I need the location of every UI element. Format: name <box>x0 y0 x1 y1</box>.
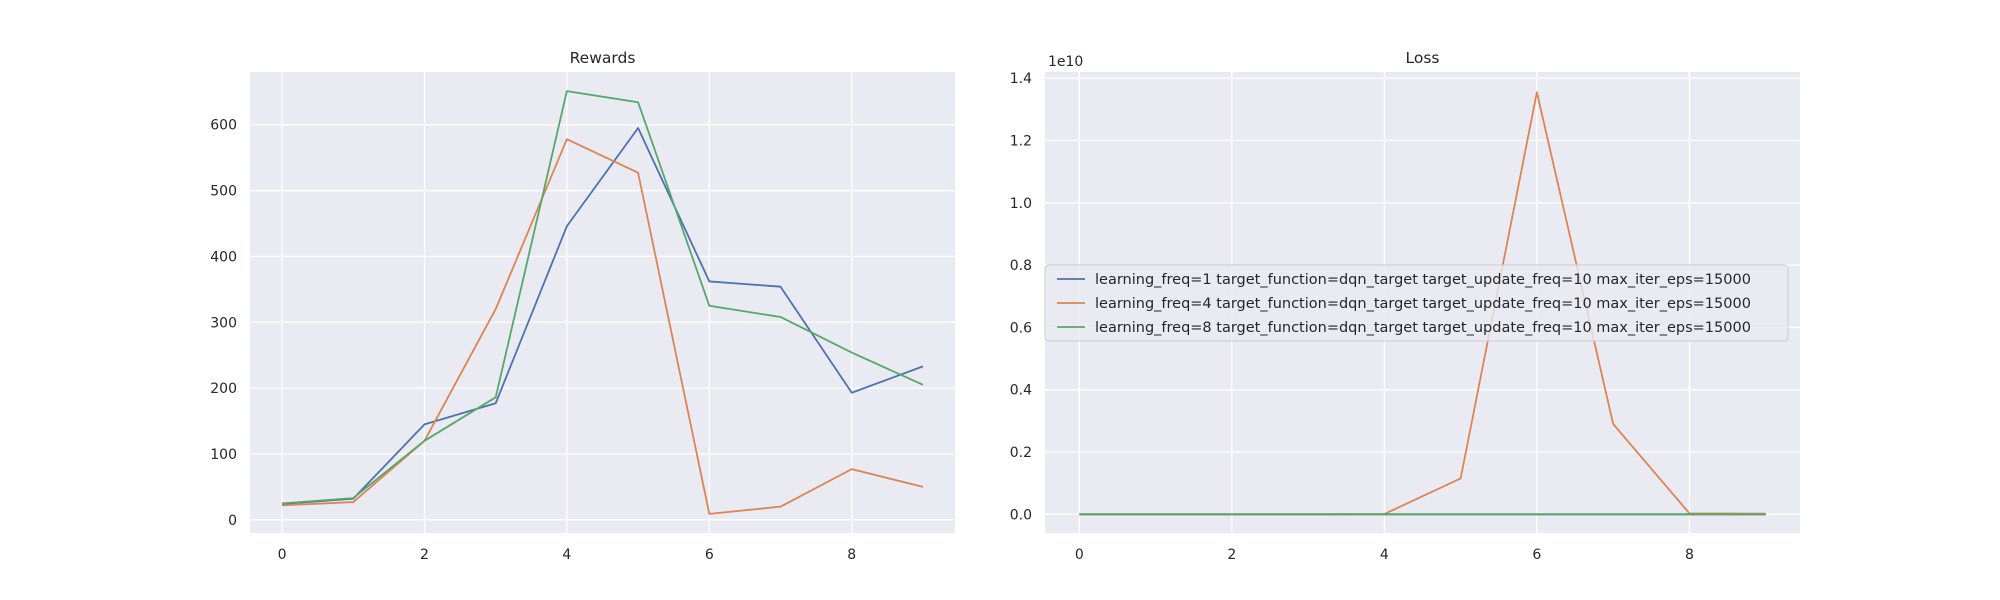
y-tick-label: 500 <box>210 184 237 200</box>
legend-label-3: learning_freq=8 target_function=dqn_targ… <box>1095 320 1751 336</box>
chart-1: 0 2 4 6 8 0.0 0.2 0.4 0.6 0.8 1.0 1.2 1.4 Loss 1e10 lea… <box>1010 49 1800 563</box>
y-tick-label: 1.0 <box>1010 196 1032 212</box>
plot-area <box>250 72 955 533</box>
y-tick-label: 1.2 <box>1010 134 1032 150</box>
series-line-1 <box>281 127 924 505</box>
y-tick-label: 400 <box>210 249 237 265</box>
legend-label-2: learning_freq=4 target_function=dqn_targ… <box>1095 296 1751 312</box>
y-axis-offset-label: 1e10 <box>1048 54 1083 70</box>
chart-title: Rewards <box>570 49 636 67</box>
y-tick-label: 0.4 <box>1010 383 1032 399</box>
series-line-2 <box>282 138 924 515</box>
x-tick-label: 6 <box>1532 547 1541 563</box>
x-tick-label: 6 <box>705 547 714 563</box>
x-tick-label: 0 <box>1075 547 1084 563</box>
x-tick-label: 4 <box>562 547 571 563</box>
x-tick-label: 2 <box>1227 547 1236 563</box>
y-tick-label: 0.8 <box>1010 258 1032 274</box>
y-tick-label: 0.6 <box>1010 320 1032 336</box>
y-tick-label: 1.4 <box>1010 71 1032 87</box>
x-tick-label: 8 <box>1685 547 1694 563</box>
y-tick-label: 0.0 <box>1010 507 1032 523</box>
chart-title: Loss <box>1406 49 1440 67</box>
y-tick-label: 300 <box>210 315 237 331</box>
legend: learning_freq=1 target_function=dqn_targ… <box>1044 264 1789 342</box>
x-tick-label: 8 <box>847 547 856 563</box>
chart-0: 0 2 4 6 8 0 100 200 300 400 500 600 Rewards <box>210 49 955 563</box>
y-tick-label: 0 <box>228 513 237 529</box>
legend-frame <box>1044 264 1789 342</box>
x-tick-label: 0 <box>278 547 287 563</box>
legend-label-1: learning_freq=1 target_function=dqn_targ… <box>1095 272 1751 288</box>
y-tick-label: 600 <box>210 118 237 134</box>
y-tick-label: 100 <box>210 447 237 463</box>
x-tick-label: 4 <box>1380 547 1389 563</box>
y-tick-label: 0.2 <box>1010 445 1032 461</box>
x-tick-label: 2 <box>420 547 429 563</box>
y-tick-label: 200 <box>210 381 237 397</box>
series-line-3 <box>281 90 924 505</box>
